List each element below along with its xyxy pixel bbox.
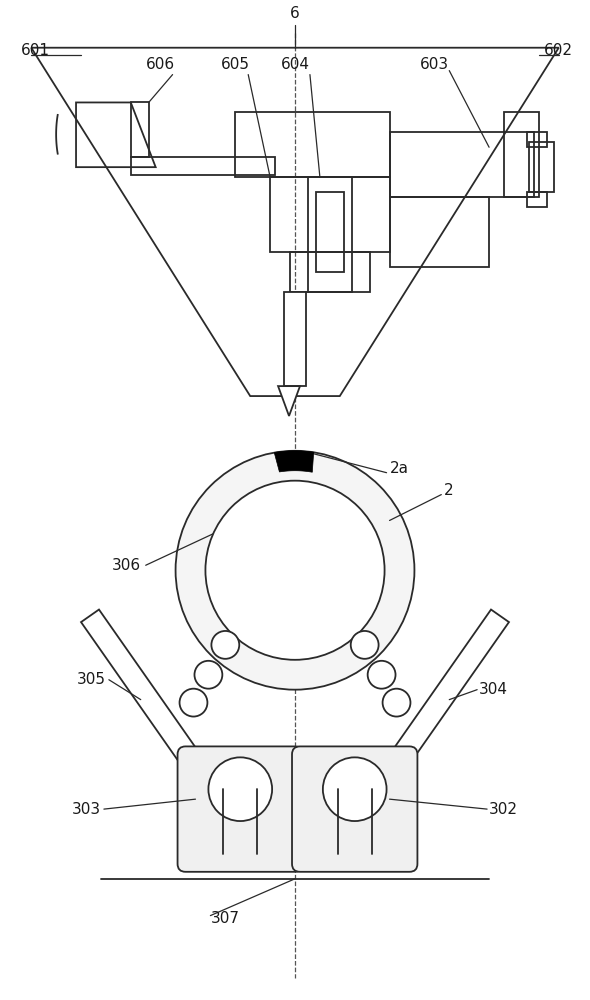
Text: 2a: 2a xyxy=(389,461,408,476)
Circle shape xyxy=(350,631,379,659)
Text: 304: 304 xyxy=(479,682,508,697)
FancyBboxPatch shape xyxy=(292,746,417,872)
Polygon shape xyxy=(360,610,509,810)
Circle shape xyxy=(205,481,385,660)
Text: 2: 2 xyxy=(444,483,454,498)
Text: 604: 604 xyxy=(280,57,310,72)
Polygon shape xyxy=(274,451,314,472)
Bar xyxy=(284,292,306,386)
Circle shape xyxy=(179,689,208,717)
Bar xyxy=(389,197,489,267)
FancyBboxPatch shape xyxy=(178,746,303,872)
Bar xyxy=(527,132,547,147)
Circle shape xyxy=(211,631,240,659)
Circle shape xyxy=(382,689,411,717)
Text: 6: 6 xyxy=(290,6,300,21)
Text: 606: 606 xyxy=(146,57,175,72)
Text: 302: 302 xyxy=(489,802,518,817)
Bar xyxy=(235,112,389,177)
Polygon shape xyxy=(278,386,300,416)
Circle shape xyxy=(176,451,414,690)
Text: 601: 601 xyxy=(21,43,50,58)
Circle shape xyxy=(195,661,222,689)
Text: 303: 303 xyxy=(72,802,101,817)
Bar xyxy=(529,142,554,192)
Text: 307: 307 xyxy=(211,911,240,926)
Text: 306: 306 xyxy=(112,558,141,573)
Text: 603: 603 xyxy=(419,57,448,72)
Bar xyxy=(131,157,275,175)
Circle shape xyxy=(208,757,272,821)
Bar xyxy=(316,192,344,272)
Circle shape xyxy=(368,661,395,689)
Text: 605: 605 xyxy=(221,57,250,72)
Text: 305: 305 xyxy=(77,672,106,687)
Bar xyxy=(308,177,352,292)
Circle shape xyxy=(323,757,386,821)
Bar xyxy=(131,102,149,157)
Bar xyxy=(504,112,539,197)
Text: 602: 602 xyxy=(544,43,573,58)
Bar xyxy=(527,192,547,207)
Bar xyxy=(389,132,534,197)
Bar xyxy=(290,252,370,292)
Polygon shape xyxy=(81,610,230,810)
Bar xyxy=(270,177,389,252)
